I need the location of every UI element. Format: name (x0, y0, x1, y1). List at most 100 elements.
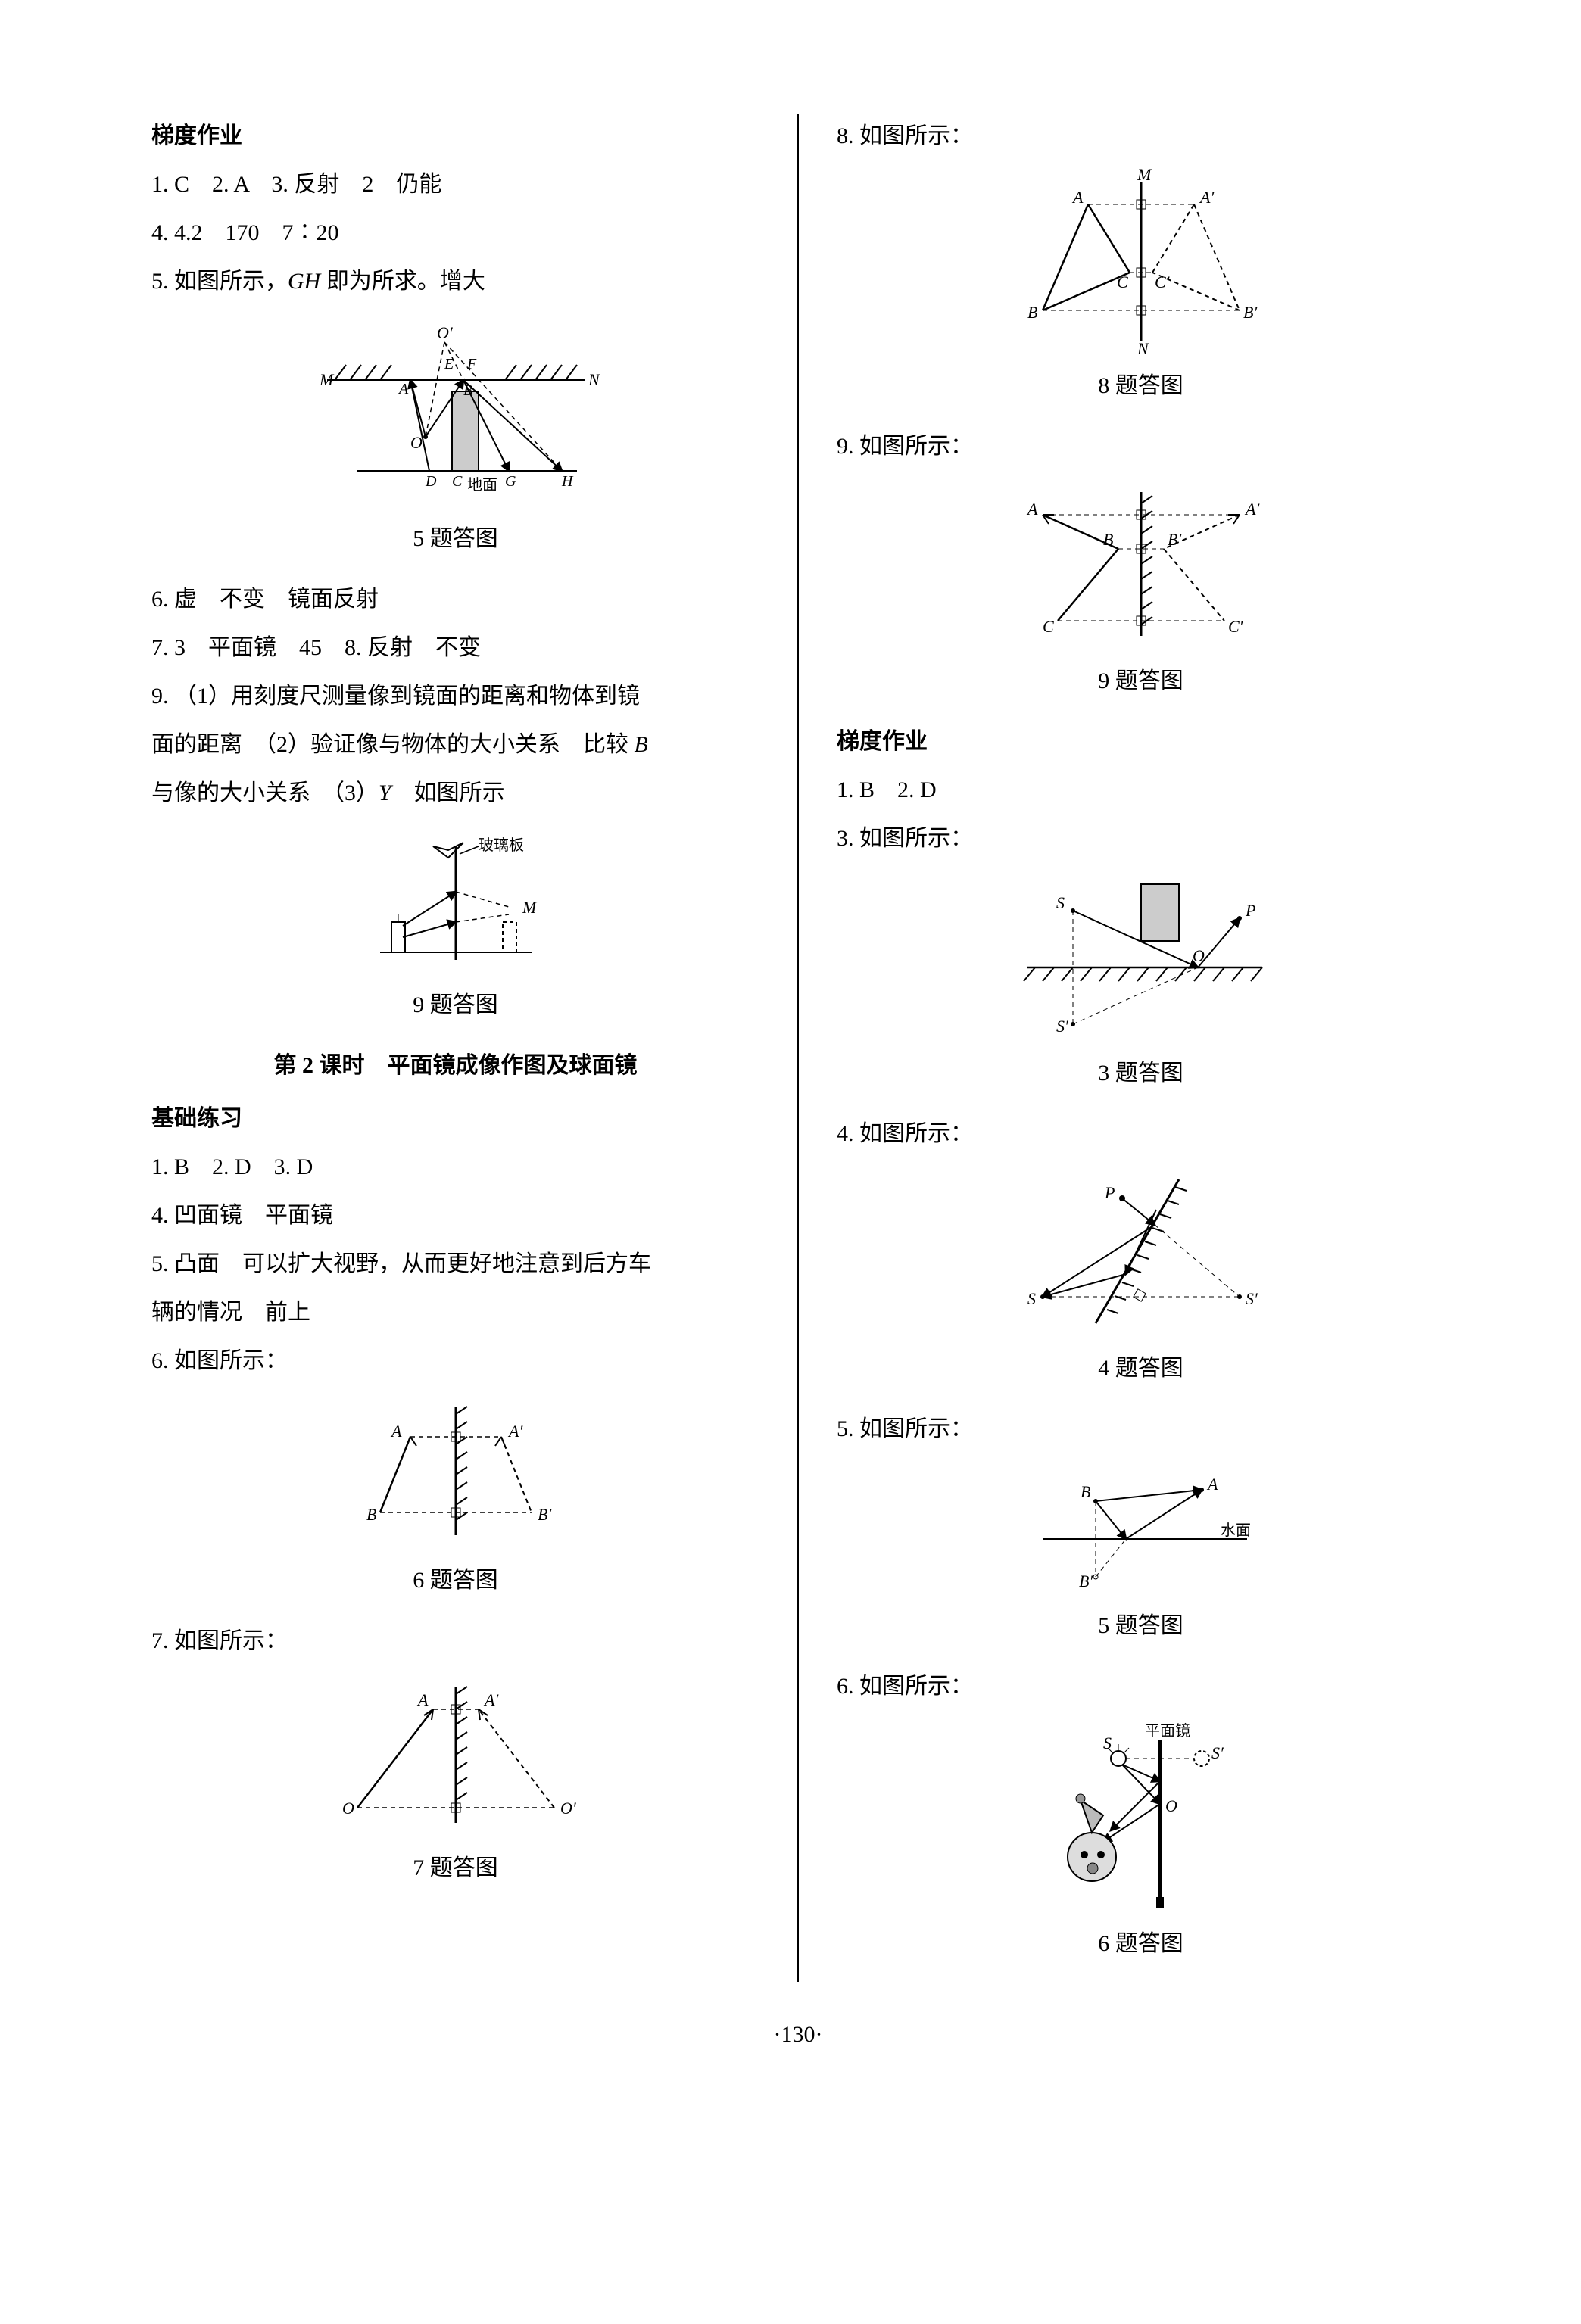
label-A: A (1026, 500, 1038, 519)
answer-line: 9. （1）用刻度尺测量像到镜面的距离和物体到镜 (151, 674, 759, 719)
label-A: A (398, 381, 409, 397)
label-S: S (1056, 893, 1065, 912)
figure-caption: 5 题答图 (837, 1603, 1445, 1649)
answer-line: 6. 如图所示： (151, 1338, 759, 1384)
figure-caption: 3 题答图 (837, 1051, 1445, 1096)
answer-line: 9. 如图所示： (837, 424, 1445, 469)
var-gh: GH (288, 269, 320, 294)
figure-8: M N A B C A′ B′ C′ (1005, 167, 1277, 356)
label-P: P (1245, 901, 1255, 920)
label-Cp: C′ (1228, 617, 1244, 636)
figure-caption: 8 题答图 (837, 363, 1445, 409)
label-B: B (1027, 303, 1037, 322)
label-Ap: A′ (1199, 188, 1215, 207)
answer-line: 3. 如图所示： (837, 816, 1445, 861)
label-A: A (1206, 1475, 1218, 1494)
var: B (635, 732, 648, 757)
answer-line: 1. B 2. D 3. D (151, 1145, 759, 1190)
label-ground: 地面 (467, 476, 497, 494)
answer-line: 4. 如图所示： (837, 1111, 1445, 1157)
label-Op: O′ (560, 1799, 577, 1818)
var: Y (379, 780, 391, 805)
label-M: M (1137, 167, 1152, 184)
label-S: S (1027, 1289, 1036, 1308)
section-heading: 梯度作业 (151, 114, 759, 159)
label-M: M (319, 370, 335, 389)
answer-line: 与像的大小关系 （3）Y 如图所示 (151, 771, 759, 816)
answer-line: 5. 如图所示，GH 即为所求。增大 (151, 259, 759, 304)
answer-line: 5. 如图所示： (837, 1407, 1445, 1452)
answer-line: 1. C 2. A 3. 反射 2 仍能 (151, 162, 759, 207)
label-C: C (1043, 617, 1054, 636)
page-number: ·130· (151, 2012, 1445, 2058)
left-column: 梯度作业 1. C 2. A 3. 反射 2 仍能 4. 4.2 170 7∶2… (151, 114, 799, 1982)
label-H: H (561, 473, 574, 490)
figure-caption: 7 题答图 (151, 1846, 759, 1891)
answer-line: 5. 凸面 可以扩大视野，从而更好地注意到后方车 (151, 1241, 759, 1287)
label-M: M (522, 898, 538, 917)
text: 如图所示 (391, 780, 505, 805)
figure-5: M N 地面 O O′ A B E F (297, 312, 615, 509)
figure-6-left: A B A′ B′ (327, 1391, 585, 1550)
label-Bp: B′ (538, 1505, 552, 1524)
answer-line: 辆的情况 前上 (151, 1290, 759, 1335)
figure-caption: 5 题答图 (151, 516, 759, 562)
text: 面的距离 （2）验证像与物体的大小关系 比较 (151, 732, 635, 757)
label-mirror: 平面镜 (1145, 1722, 1190, 1740)
label-N: N (1137, 339, 1149, 356)
figure-caption: 6 题答图 (151, 1558, 759, 1603)
label-glass: 玻璃板 (479, 836, 524, 854)
text: 即为所求。增大 (320, 269, 485, 294)
label-A: A (390, 1422, 402, 1441)
figure-caption: 9 题答图 (837, 659, 1445, 704)
label-F: F (466, 356, 477, 372)
answer-line: 1. B 2. D (837, 768, 1445, 813)
figure-3: S P O S′ (997, 869, 1285, 1043)
section-heading: 梯度作业 (837, 719, 1445, 765)
label-O: O (410, 433, 423, 452)
section-heading: 基础练习 (151, 1096, 759, 1142)
label-C: C (1117, 273, 1128, 291)
figure-5-right: 水面 B A B′ (1012, 1460, 1270, 1596)
label-A: A (416, 1690, 429, 1709)
answer-line: 6. 虚 不变 镜面反射 (151, 577, 759, 622)
label-Sp: S′ (1246, 1289, 1258, 1308)
label-B: B (1081, 1482, 1090, 1501)
label-Sp: S′ (1056, 1017, 1069, 1036)
label-D: D (425, 473, 437, 490)
label-G: G (505, 473, 516, 490)
figure-6-right: 平面镜 S S′ O (1027, 1717, 1255, 1914)
label-C: C (452, 473, 463, 490)
label-B: B (366, 1505, 376, 1524)
label-water: 水面 (1221, 1522, 1251, 1539)
label-O: O (342, 1799, 354, 1818)
text: 5. 如图所示， (151, 269, 288, 294)
answer-line: 4. 4.2 170 7∶20 (151, 210, 759, 256)
label-Ap: A′ (1244, 500, 1260, 519)
answer-line: 6. 如图所示： (837, 1664, 1445, 1709)
right-column: 8. 如图所示： M N A B C A′ B′ C′ (799, 114, 1445, 1982)
answer-line: 7. 如图所示： (151, 1618, 759, 1664)
label-Sp: S′ (1211, 1743, 1224, 1762)
label-Ap: A′ (483, 1690, 499, 1709)
answer-line: 4. 凹面镜 平面镜 (151, 1193, 759, 1238)
figure-caption: 9 题答图 (151, 983, 759, 1028)
text: 与像的大小关系 （3） (151, 780, 379, 805)
figure-caption: 4 题答图 (837, 1346, 1445, 1391)
label-P: P (1104, 1183, 1115, 1202)
label-A: A (1071, 188, 1084, 207)
label-N: N (588, 370, 600, 389)
figure-4: S S′ P (1005, 1164, 1277, 1338)
label-Cp: C′ (1155, 273, 1171, 291)
figure-caption: 6 题答图 (837, 1921, 1445, 1967)
label-S: S (1103, 1734, 1112, 1752)
label-Bp: B′ (1079, 1572, 1093, 1590)
label-Ap: A′ (507, 1422, 523, 1441)
label-B: B (1103, 530, 1113, 549)
answer-line: 8. 如图所示： (837, 114, 1445, 159)
answer-line: 7. 3 平面镜 45 8. 反射 不变 (151, 625, 759, 671)
label-Bp: B′ (1243, 303, 1258, 322)
label-Op: O′ (437, 323, 454, 342)
figure-9-left: 玻璃板 M (335, 824, 577, 975)
figure-7-left: A O A′ O′ (312, 1671, 600, 1838)
